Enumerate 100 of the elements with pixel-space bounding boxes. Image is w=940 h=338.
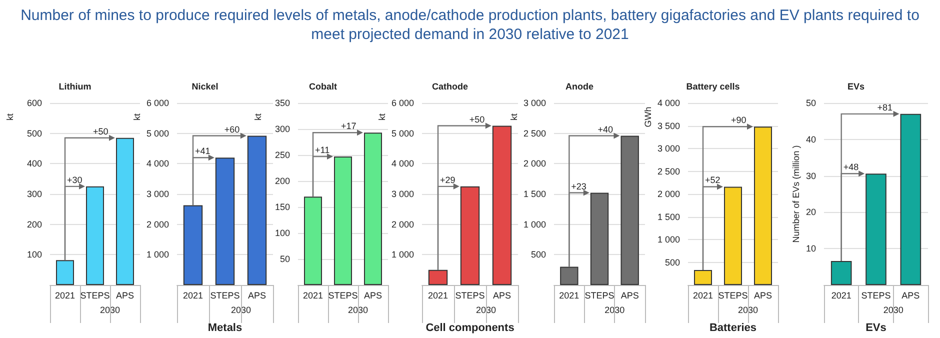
y-tick-label: 4 000 xyxy=(391,158,414,169)
y-tick-label: 2 000 xyxy=(523,158,546,169)
y-tick-label: 350 xyxy=(274,98,290,108)
annotation: +50 xyxy=(469,114,485,124)
y-tick-label: 1 500 xyxy=(523,189,546,199)
y-tick-label: 1 000 xyxy=(391,250,414,260)
y-tick-label: 600 xyxy=(26,98,42,108)
y-tick-label: 100 xyxy=(26,250,42,260)
y-tick-label: 2 000 xyxy=(391,219,414,230)
y-axis-title: GWh xyxy=(643,106,653,128)
y-tick-label: 3 000 xyxy=(523,98,546,108)
chart-title: EVs xyxy=(847,82,865,92)
x-tick-label: 2021 xyxy=(428,290,448,300)
y-tick-label: 300 xyxy=(26,189,42,199)
y-tick-label: 1 000 xyxy=(657,234,680,244)
bar xyxy=(866,174,886,285)
annotation: +48 xyxy=(843,162,859,172)
y-tick-label: 1 000 xyxy=(523,219,546,230)
annotation: +90 xyxy=(731,115,746,126)
x-tick-label: STEPS xyxy=(718,290,748,300)
y-tick-label: 2 000 xyxy=(657,189,680,199)
x-tick-label: APS xyxy=(754,290,772,300)
y-tick-label: 6 000 xyxy=(391,98,414,108)
y-axis-title: kt xyxy=(509,113,519,121)
annotation: +17 xyxy=(341,121,356,132)
bar xyxy=(620,136,639,285)
y-axis-title: kt xyxy=(5,113,15,121)
bar xyxy=(590,192,609,285)
x-tick-label: APS xyxy=(902,290,920,300)
x-axis-title: 2030 xyxy=(883,305,904,315)
x-axis-title: 2030 xyxy=(476,305,496,315)
annotation: +29 xyxy=(440,174,456,185)
y-tick-label: 2 000 xyxy=(146,219,169,230)
y-tick-label: 5 000 xyxy=(391,128,414,138)
y-axis-title: kt xyxy=(377,113,387,121)
y-tick-label: 2 500 xyxy=(523,128,546,138)
text: Cell components xyxy=(424,322,516,334)
y-tick-label: 20 xyxy=(806,207,816,218)
bar xyxy=(215,158,235,285)
chart-title: Battery cells xyxy=(686,82,740,92)
bar xyxy=(428,270,448,285)
annotation: +50 xyxy=(93,126,108,136)
annotation: +81 xyxy=(877,102,893,112)
chart-title: Lithium xyxy=(58,82,92,92)
x-tick-label: APS xyxy=(116,290,134,300)
y-tick-label: 30 xyxy=(806,170,816,181)
bar xyxy=(116,138,134,285)
y-tick-label: 4 000 xyxy=(146,158,169,169)
y-tick-label: 400 xyxy=(26,158,42,169)
y-tick-label: 3 000 xyxy=(391,189,414,199)
chart-title: Anode xyxy=(566,82,594,92)
x-tick-label: 2021 xyxy=(559,290,580,300)
y-tick-label: 200 xyxy=(26,219,42,230)
x-tick-label: STEPS xyxy=(861,290,891,300)
x-tick-label: STEPS xyxy=(80,290,110,300)
chart-title: Nickel xyxy=(192,82,218,92)
y-tick-label: 500 xyxy=(664,257,680,268)
x-tick-label: APS xyxy=(364,290,382,300)
x-tick-label: STEPS xyxy=(328,290,358,300)
x-tick-label: STEPS xyxy=(584,290,614,300)
bar xyxy=(830,260,852,285)
bar xyxy=(900,114,922,285)
y-tick-label: 500 xyxy=(26,128,42,138)
y-tick-label: 250 xyxy=(274,150,290,160)
y-tick-label: 6 000 xyxy=(146,98,169,108)
bar xyxy=(86,186,104,285)
y-tick-label: 1 000 xyxy=(146,250,169,260)
annotation: +11 xyxy=(315,145,330,156)
bar xyxy=(364,132,382,285)
y-tick-label: 5 000 xyxy=(146,128,169,138)
y-axis-title: kt xyxy=(132,113,142,121)
x-axis-title: 2030 xyxy=(100,305,120,315)
x-tick-label: APS xyxy=(492,290,512,300)
annotation: +40 xyxy=(598,124,614,134)
bar xyxy=(460,186,480,285)
y-tick-label: 2 500 xyxy=(657,166,680,176)
bar xyxy=(694,270,712,285)
y-tick-label: 50 xyxy=(280,254,290,264)
x-axis-title: 2030 xyxy=(348,305,368,315)
x-tick-label: 2021 xyxy=(182,290,204,300)
y-tick-label: 3 500 xyxy=(657,120,680,131)
x-tick-label: 2021 xyxy=(302,290,324,300)
y-tick-label: 50 xyxy=(806,98,816,108)
y-axis-title: kt xyxy=(253,113,263,121)
annotation: +60 xyxy=(224,124,240,134)
y-tick-label: 40 xyxy=(806,134,816,144)
annotation: +23 xyxy=(571,181,586,192)
text: Number of mines to produce required levels of metals, anode/cathode production plants, battery gigafactories and EV plants required to meet projected demand in 2030 relative to 2021 xyxy=(20,6,920,44)
x-tick-label: 2021 xyxy=(692,290,714,300)
text: EVs xyxy=(864,322,888,334)
y-axis-title: Number of EVs (million ) xyxy=(791,145,801,243)
y-tick-label: 10 xyxy=(806,244,816,254)
y-tick-label: 1 500 xyxy=(657,212,680,222)
x-tick-label: STEPS xyxy=(455,290,485,300)
x-tick-label: 2021 xyxy=(54,290,76,300)
chart-title: Cobalt xyxy=(309,82,337,92)
chart-title: Cathode xyxy=(432,82,468,92)
y-tick-label: 300 xyxy=(274,124,290,134)
x-axis-title: 2030 xyxy=(230,305,252,315)
annotation: +41 xyxy=(195,146,210,156)
